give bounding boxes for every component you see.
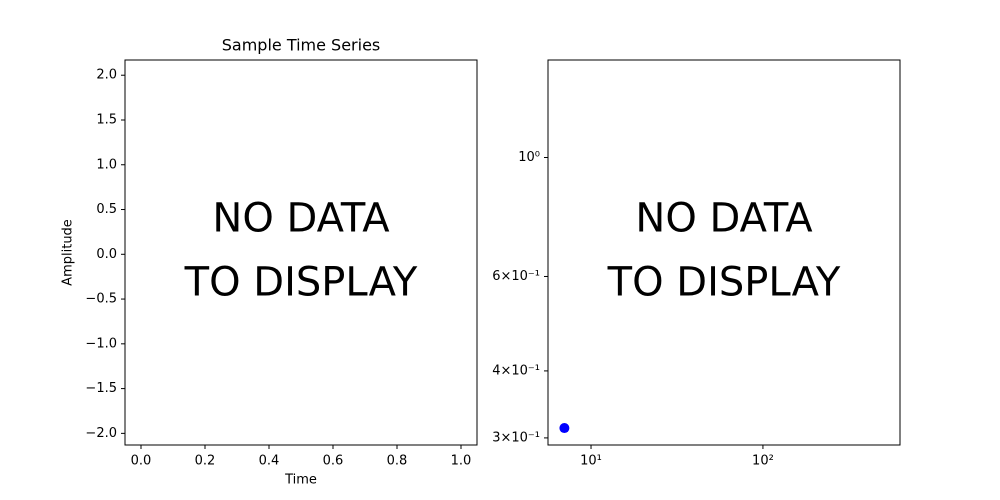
point [559,423,570,434]
x-tick-label: 0.8 [387,454,408,469]
y-tick-label: 0.0 [96,247,117,262]
y-tick-label: 0.5 [96,202,117,217]
y-tick-label: 1.0 [96,157,117,172]
annotation: NO DATA [635,196,813,242]
x-tick-label: 0.2 [195,454,216,469]
annotation: NO DATA [212,196,390,242]
y-tick-label: −1.0 [85,336,117,351]
y-tick-label: 4×10⁻¹ [492,363,540,378]
y-tick-label: 10⁰ [518,150,540,165]
chart-title: Sample Time Series [222,36,381,55]
y-tick-label: 3×10⁻¹ [492,430,540,445]
x-tick-label: 10² [752,454,774,469]
y-tick-label: 6×10⁻¹ [492,269,540,284]
x-tick-label: 0.0 [131,454,152,469]
annotation: TO DISPLAY [184,260,418,306]
y-tick-label: −0.5 [85,292,117,307]
x-tick-label: 0.4 [259,454,280,469]
x-axis-label: Time [284,473,317,488]
x-tick-label: 10¹ [580,454,602,469]
x-tick-label: 1.0 [451,454,472,469]
annotation: TO DISPLAY [607,260,841,306]
y-tick-label: 2.0 [96,68,117,83]
y-tick-label: 1.5 [96,112,117,127]
y-tick-label: −2.0 [85,426,117,441]
plot-area [124,59,478,446]
plot-area [547,59,901,446]
y-axis-label: Amplitude [61,219,76,286]
y-tick-label: −1.5 [85,381,117,396]
x-tick-label: 0.6 [323,454,344,469]
